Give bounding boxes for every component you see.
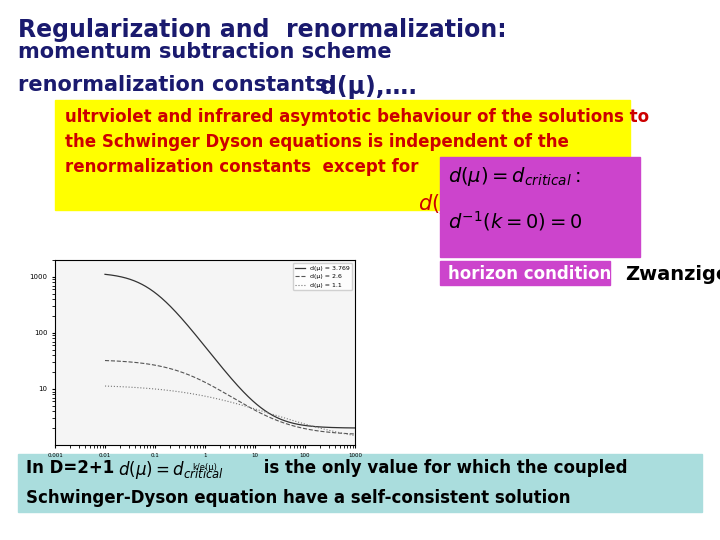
Text: Schwinger-Dyson equation have a self-consistent solution: Schwinger-Dyson equation have a self-con… xyxy=(26,489,570,507)
Text: ultrviolet and infrared asymtotic behaviour of the solutions to
the Schwinger Dy: ultrviolet and infrared asymtotic behavi… xyxy=(65,108,649,176)
Text: Zwanziger: Zwanziger xyxy=(625,265,720,284)
Text: momentum subtraction scheme: momentum subtraction scheme xyxy=(18,42,392,62)
Text: is the only value for which the coupled: is the only value for which the coupled xyxy=(258,459,628,477)
FancyBboxPatch shape xyxy=(18,454,702,512)
Text: $d(\mu) = d_{critical}$: $d(\mu) = d_{critical}$ xyxy=(118,459,224,481)
Text: d(μ),….: d(μ),…. xyxy=(320,75,417,99)
FancyBboxPatch shape xyxy=(440,261,610,285)
FancyBboxPatch shape xyxy=(55,100,630,210)
Text: $d(\mu)$: $d(\mu)$ xyxy=(418,192,461,216)
Text: In D=2+1: In D=2+1 xyxy=(26,459,114,477)
Text: renormalization constants:: renormalization constants: xyxy=(18,75,336,95)
X-axis label: k/e(μ): k/e(μ) xyxy=(192,463,217,472)
Text: $d^{-1}(k = 0) = 0$: $d^{-1}(k = 0) = 0$ xyxy=(448,209,582,233)
Text: Regularization and  renormalization:: Regularization and renormalization: xyxy=(18,18,507,42)
FancyBboxPatch shape xyxy=(440,157,640,257)
Text: horizon condition: horizon condition xyxy=(448,265,611,283)
Text: $d(\mu) = d_{critical}:$: $d(\mu) = d_{critical}:$ xyxy=(448,165,580,188)
Legend: d(μ) = 3.769, d(μ) = 2.6, d(μ) = 1.1: d(μ) = 3.769, d(μ) = 2.6, d(μ) = 1.1 xyxy=(292,263,352,291)
